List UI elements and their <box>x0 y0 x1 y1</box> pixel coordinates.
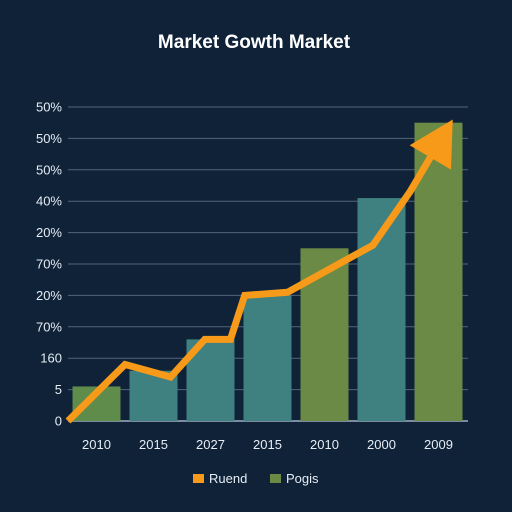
bar-series <box>72 122 463 421</box>
y-tick-label: 70% <box>36 257 62 272</box>
legend-swatch-pogis <box>270 474 281 483</box>
y-tick-label: 20% <box>36 225 62 240</box>
trend-line <box>65 150 437 424</box>
x-tick-label: 2000 <box>367 437 396 452</box>
x-tick-label: 2027 <box>196 437 225 452</box>
legend-label-pogis: Pogis <box>286 471 319 486</box>
y-tick-label: 0 <box>55 414 62 429</box>
x-tick-label: 2015 <box>139 437 168 452</box>
legend-swatch-ruend <box>193 474 204 483</box>
y-tick-label: 160 <box>40 351 62 366</box>
trend-line-series <box>65 119 453 424</box>
legend-label-ruend: Ruend <box>209 471 247 486</box>
x-tick-label: 2010 <box>310 437 339 452</box>
x-tick-label: 2015 <box>253 437 282 452</box>
y-tick-label: 50% <box>36 162 62 177</box>
bar <box>243 295 292 421</box>
chart-title: Market Gowth Market <box>158 32 351 53</box>
x-tick-label: 2010 <box>82 437 111 452</box>
y-tick-label: 50% <box>36 131 62 146</box>
y-tick-label: 20% <box>36 288 62 303</box>
trend-arrow-head <box>409 119 453 170</box>
y-tick-label: 5 <box>55 382 62 397</box>
legend: Ruend Pogis <box>193 471 319 486</box>
y-tick-label: 50% <box>36 100 62 115</box>
y-axis-tick-labels: 0 5 160 70% 20% 70% 20% 40% 50% 50% 50% <box>36 100 62 429</box>
y-tick-label: 70% <box>36 319 62 334</box>
y-tick-label: 40% <box>36 194 62 209</box>
x-axis-tick-labels: 2010 2015 2027 2015 2010 2000 2009 <box>82 437 453 452</box>
x-tick-label: 2009 <box>424 437 453 452</box>
